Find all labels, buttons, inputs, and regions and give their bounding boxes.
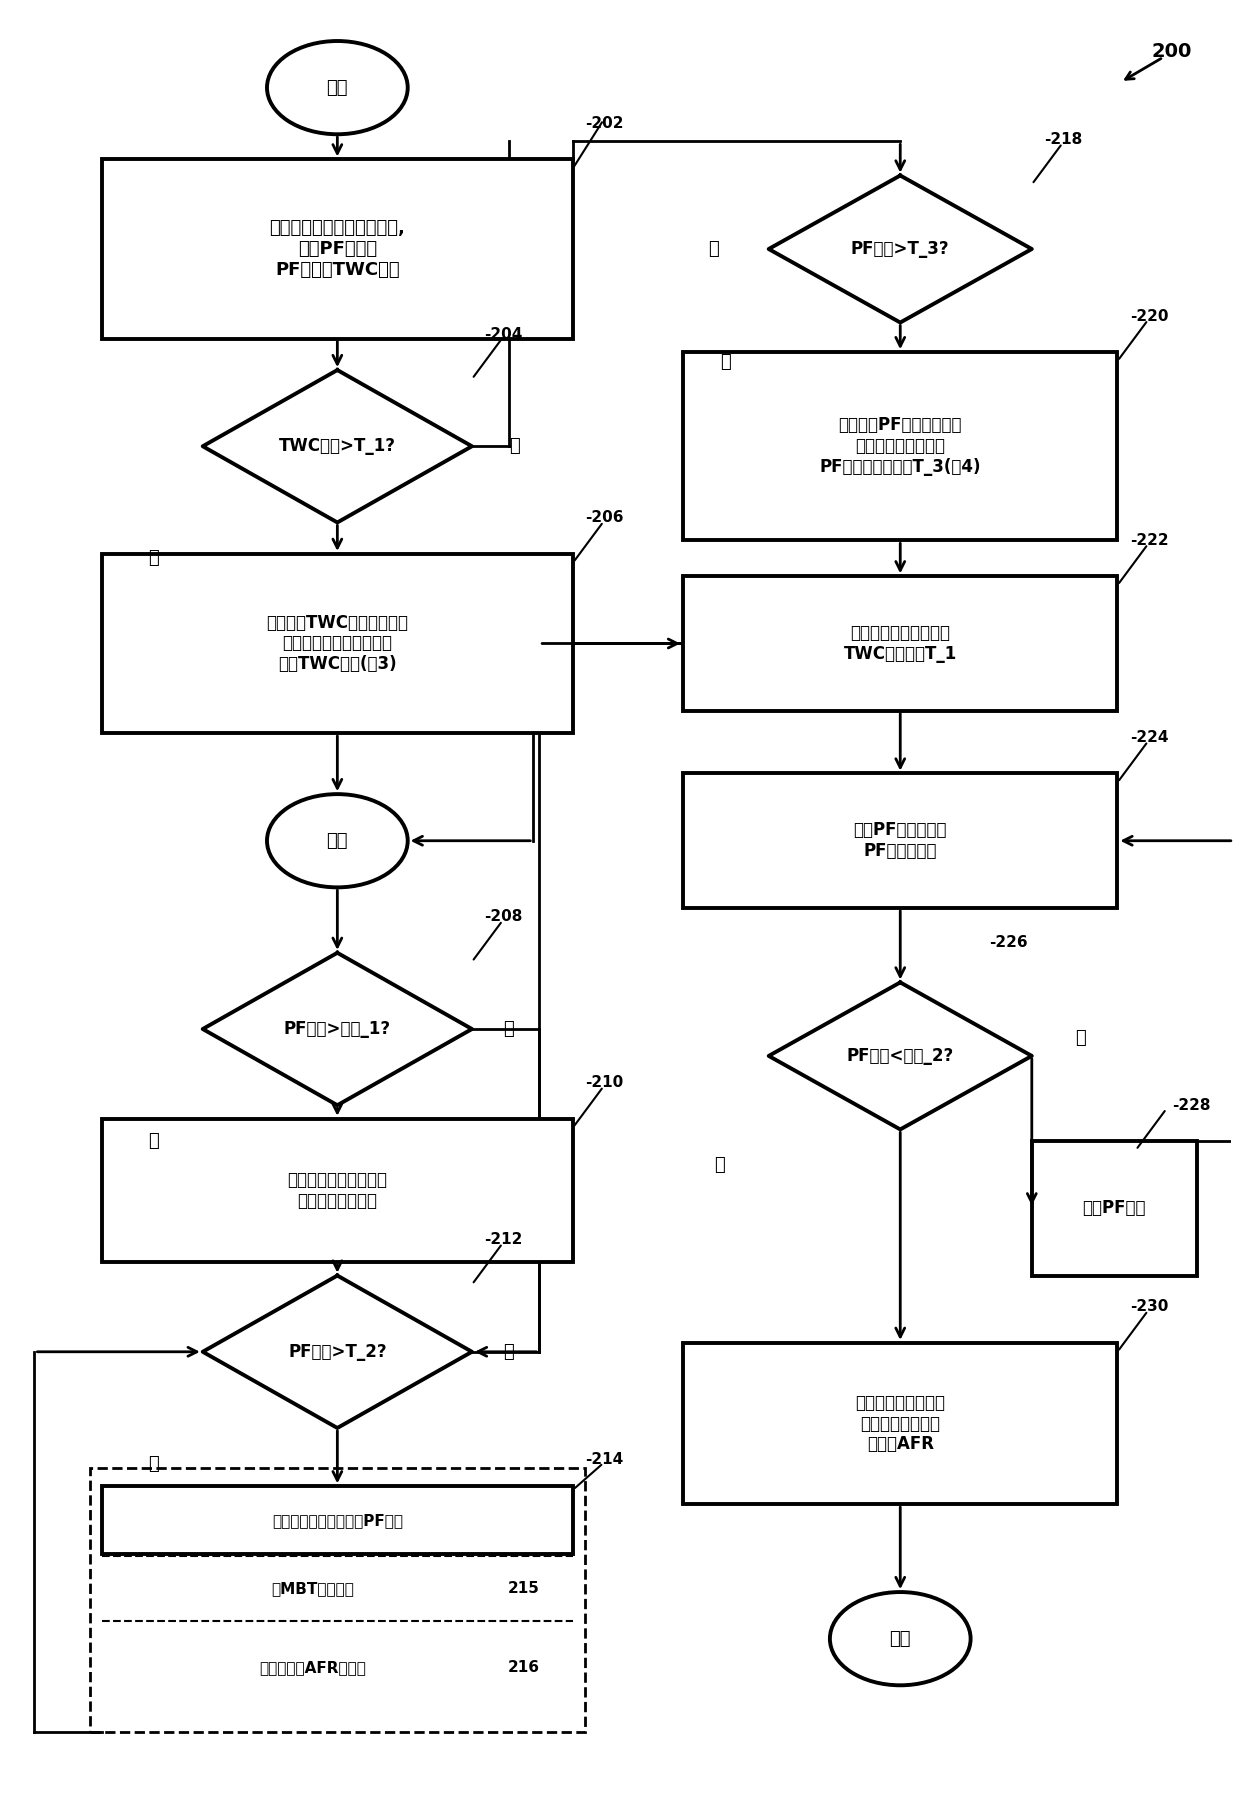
Bar: [102, 159, 573, 338]
Text: -208: -208: [484, 909, 522, 925]
Polygon shape: [202, 952, 472, 1106]
Ellipse shape: [267, 42, 408, 134]
Text: 216: 216: [508, 1661, 539, 1675]
Text: 结束: 结束: [889, 1630, 911, 1648]
Bar: [683, 576, 1117, 710]
Polygon shape: [769, 175, 1032, 322]
Text: 通过调整TWC上游的发动机
富集和二次空气流主动地
升高TWC温度(图3): 通过调整TWC上游的发动机 富集和二次空气流主动地 升高TWC温度(图3): [267, 614, 408, 674]
Polygon shape: [202, 370, 472, 522]
Text: 200: 200: [1151, 42, 1192, 61]
Bar: [683, 1343, 1117, 1503]
Text: 否: 否: [1075, 1028, 1086, 1046]
Text: -224: -224: [1130, 730, 1168, 744]
Bar: [102, 1119, 573, 1261]
Text: 是: 是: [503, 1019, 515, 1037]
Text: 否: 否: [149, 549, 159, 567]
Text: 维持当前发动机操作而
不发起二次空气流: 维持当前发动机操作而 不发起二次空气流: [288, 1171, 387, 1211]
Text: -210: -210: [585, 1075, 624, 1090]
Text: -222: -222: [1130, 533, 1168, 548]
Text: 估计车辆和发动机操作参数,
包括PF负荷、
PF温度和TWC温度: 估计车辆和发动机操作参数, 包括PF负荷、 PF温度和TWC温度: [269, 219, 405, 278]
Text: 继续PF再生: 继续PF再生: [1083, 1200, 1146, 1218]
Text: PF负荷<阈值_2?: PF负荷<阈值_2?: [847, 1046, 954, 1064]
Text: 基于发动机工况暂停
二次空气流并调整
发动机AFR: 基于发动机工况暂停 二次空气流并调整 发动机AFR: [856, 1393, 945, 1453]
Polygon shape: [769, 983, 1032, 1129]
Text: -226: -226: [990, 936, 1028, 950]
Text: 开始: 开始: [326, 80, 348, 96]
Bar: [102, 553, 573, 734]
Text: PF温度>T_3?: PF温度>T_3?: [851, 240, 950, 258]
Text: 估计PF再生进行时
PF负荷的变化: 估计PF再生进行时 PF负荷的变化: [853, 822, 947, 860]
Text: 调整发动机操作以加速PF加热: 调整发动机操作以加速PF加热: [272, 1512, 403, 1529]
Text: -218: -218: [1044, 132, 1083, 146]
Text: -212: -212: [484, 1232, 522, 1247]
Text: 是: 是: [503, 1343, 515, 1361]
Text: 通过调整PF上游的发动机
富集和二次空气流将
PF温度主动地升高T_3(图4): 通过调整PF上游的发动机 富集和二次空气流将 PF温度主动地升高T_3(图4): [820, 416, 981, 475]
Text: TWC温度>T_1?: TWC温度>T_1?: [279, 437, 396, 455]
Text: -214: -214: [585, 1451, 624, 1467]
Text: -220: -220: [1130, 309, 1168, 323]
Text: 否: 否: [149, 1455, 159, 1473]
Text: 形成气缸间AFR不平衡: 形成气缸间AFR不平衡: [259, 1661, 366, 1675]
Bar: [1032, 1140, 1197, 1276]
Text: 从MBT延迟火花: 从MBT延迟火花: [272, 1581, 355, 1596]
Text: -204: -204: [484, 327, 522, 342]
Text: PF负荷>阈值_1?: PF负荷>阈值_1?: [284, 1019, 391, 1037]
Text: 否: 否: [708, 240, 719, 258]
Bar: [683, 352, 1117, 540]
Bar: [89, 1469, 585, 1731]
Text: 结束: 结束: [326, 831, 348, 849]
Text: 是: 是: [510, 437, 520, 455]
Text: 是: 是: [714, 1156, 725, 1175]
Text: -228: -228: [1173, 1097, 1211, 1113]
Text: 调整发动机操作以维持
TWC温度高于T_1: 调整发动机操作以维持 TWC温度高于T_1: [843, 623, 957, 663]
Bar: [683, 773, 1117, 907]
Ellipse shape: [267, 793, 408, 887]
Polygon shape: [202, 1276, 472, 1428]
Text: -230: -230: [1130, 1299, 1168, 1314]
Text: -206: -206: [585, 511, 624, 526]
Text: -202: -202: [585, 116, 624, 130]
Text: PF温度>T_2?: PF温度>T_2?: [288, 1343, 387, 1361]
Text: 是: 是: [720, 352, 732, 370]
Ellipse shape: [830, 1592, 971, 1686]
Bar: [102, 1487, 573, 1554]
Text: 否: 否: [149, 1133, 159, 1149]
Text: 215: 215: [508, 1581, 539, 1596]
